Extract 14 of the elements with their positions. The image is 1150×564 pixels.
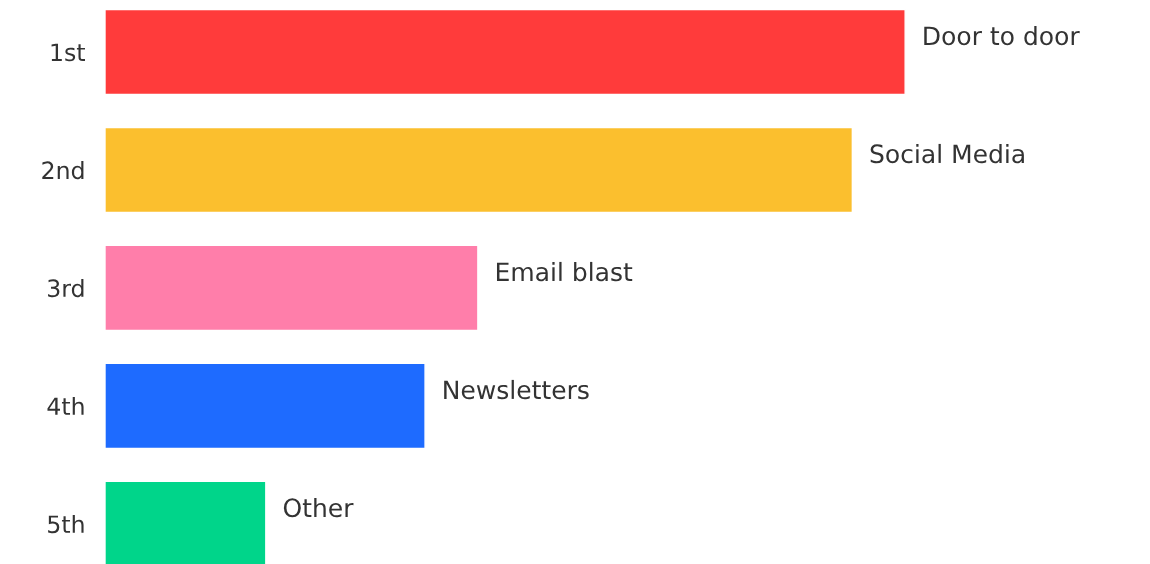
bar — [105, 126, 854, 214]
bar — [105, 244, 479, 332]
annotation: Other — [283, 497, 354, 518]
bar — [105, 362, 426, 450]
annotation: Email blast — [496, 261, 633, 282]
annotation: Door to door — [924, 25, 1080, 46]
y-tick-label: 2nd — [42, 160, 84, 180]
annotation: Newsletters — [444, 379, 589, 400]
y-tick-label: 5th — [48, 514, 84, 534]
annotation: Social Media — [870, 143, 1024, 164]
bar — [105, 8, 906, 96]
y-tick-label: 4th — [47, 396, 84, 415]
y-tick-label: 3rd — [48, 278, 84, 298]
y-tick-label: 1st — [51, 43, 85, 62]
